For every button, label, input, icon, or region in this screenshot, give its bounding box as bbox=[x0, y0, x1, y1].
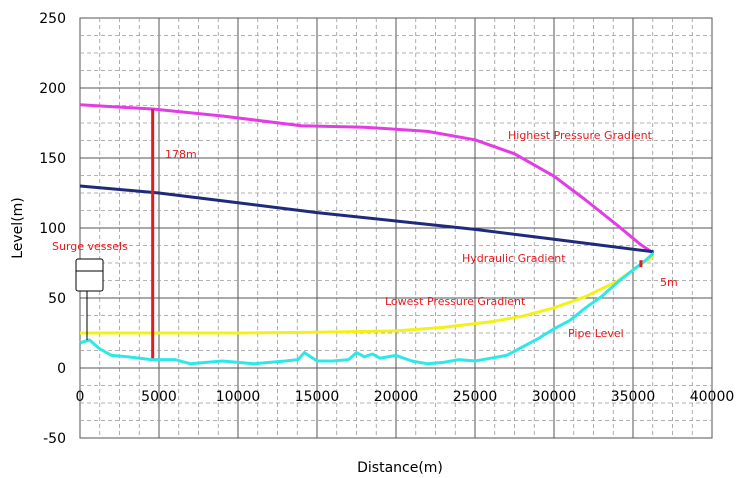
series-lines bbox=[79, 103, 655, 366]
annotation-pipe-level: Pipe Level bbox=[568, 327, 624, 340]
series-pipe-level bbox=[79, 252, 655, 366]
y-tick-labels: 250 200 150 100 50 0 -50 bbox=[39, 11, 66, 447]
y-tick-label: -50 bbox=[43, 431, 66, 447]
head-markers bbox=[151, 109, 643, 359]
x-axis-title: Distance(m) bbox=[357, 460, 443, 476]
x-tick-labels: 0 5000 10000 15000 20000 25000 30000 35000 40000 bbox=[76, 389, 735, 405]
x-tick-label: 0 bbox=[76, 389, 85, 405]
annotation-surge-vessels: Surge vessels bbox=[52, 240, 128, 253]
x-tick-label: 15000 bbox=[295, 389, 340, 405]
series-hydraulic-gradient bbox=[79, 184, 654, 254]
annotation-178m: 178m bbox=[165, 148, 197, 161]
annotation-lowest-pressure-gradient: Lowest Pressure Gradient bbox=[385, 295, 526, 308]
x-tick-label: 5000 bbox=[141, 389, 177, 405]
surge-vessel-icon bbox=[75, 258, 104, 340]
x-tick-label: 20000 bbox=[374, 389, 419, 405]
x-tick-label: 40000 bbox=[690, 389, 735, 405]
series-highest-pressure-gradient bbox=[79, 103, 655, 255]
y-tick-label: 200 bbox=[39, 81, 66, 97]
annotation-hydraulic-gradient: Hydraulic Gradient bbox=[462, 252, 566, 265]
y-tick-label: 0 bbox=[57, 361, 66, 377]
x-tick-label: 30000 bbox=[532, 389, 577, 405]
annotation-highest-pressure-gradient: Highest Pressure Gradient bbox=[508, 129, 653, 142]
y-tick-label: 150 bbox=[39, 151, 66, 167]
y-tick-label: 250 bbox=[39, 11, 66, 27]
y-tick-label: 100 bbox=[39, 221, 66, 237]
y-axis-title: Level(m) bbox=[10, 197, 26, 259]
annotation-5m: 5m bbox=[660, 276, 678, 289]
x-tick-label: 35000 bbox=[611, 389, 656, 405]
x-tick-label: 25000 bbox=[453, 389, 498, 405]
y-tick-label: 50 bbox=[48, 291, 66, 307]
x-tick-label: 10000 bbox=[216, 389, 261, 405]
